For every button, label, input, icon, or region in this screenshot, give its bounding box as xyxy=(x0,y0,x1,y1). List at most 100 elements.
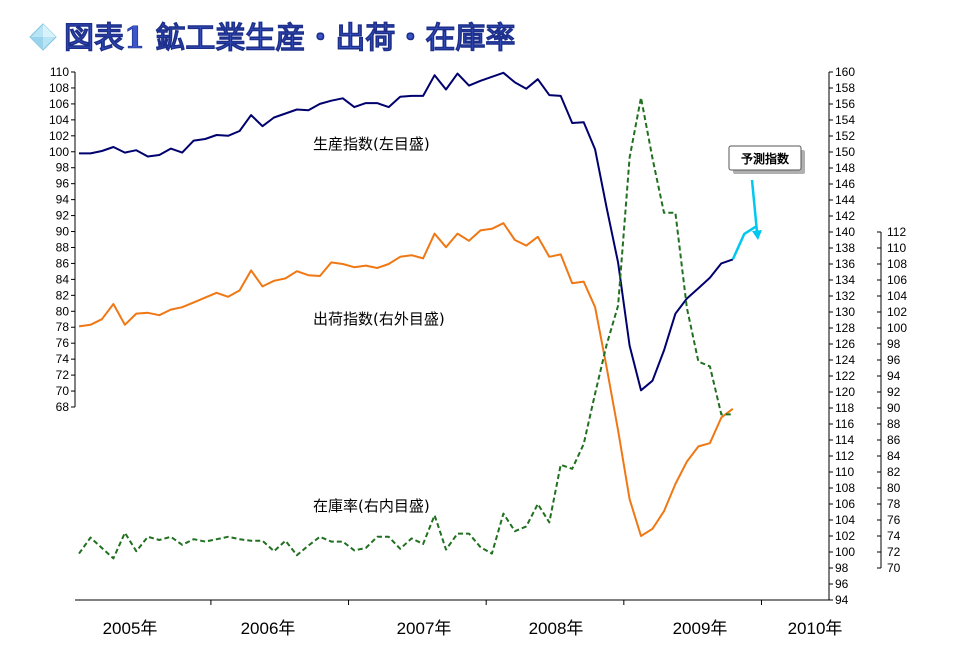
axis-tick-label: 108 xyxy=(835,481,855,495)
forecast-callout-arrow xyxy=(750,179,759,233)
axis-tick-label: 126 xyxy=(835,337,855,351)
axis-tick-label: 156 xyxy=(835,97,855,111)
axis-tick-label: 140 xyxy=(835,225,855,239)
series-layer xyxy=(78,71,757,560)
axis-tick-label: 78 xyxy=(56,320,70,334)
axis-tick-label: 154 xyxy=(835,113,855,127)
axis-tick-label: 110 xyxy=(50,65,69,79)
axis-tick-label: 138 xyxy=(835,241,855,255)
x-tick-label: 2010年 xyxy=(788,619,843,638)
shipments-series-label: 出荷指数(右外目盛) xyxy=(313,310,445,328)
axis-tick-label: 124 xyxy=(835,353,855,367)
axis-tick-label: 74 xyxy=(887,529,901,543)
axis-tick-label: 160 xyxy=(835,65,855,79)
axis-tick-label: 104 xyxy=(49,113,69,127)
forecast-callout-label: 予測指数 xyxy=(741,151,790,166)
inventory-series-line xyxy=(78,96,733,560)
axis-tick-label: 132 xyxy=(835,289,855,303)
axis-tick-label: 94 xyxy=(835,593,849,607)
axis-tick-label: 90 xyxy=(56,225,70,239)
axis-tick-label: 94 xyxy=(56,193,70,207)
axis-tick-label: 100 xyxy=(835,545,855,559)
axis-tick-label: 98 xyxy=(56,161,70,175)
axis-tick-label: 68 xyxy=(56,400,70,414)
forecast-series-line xyxy=(731,225,757,260)
axis-tick-label: 94 xyxy=(887,369,901,383)
axis-tick-label: 70 xyxy=(887,561,901,575)
x-tick-label: 2007年 xyxy=(397,619,452,638)
axis-tick-label: 104 xyxy=(887,289,907,303)
axis-tick-label: 150 xyxy=(835,145,855,159)
right-outer-axis: 94 96 98 100 102 104 106 108 110 112 114 116 118 120 1… xyxy=(828,65,855,607)
axis-tick-label: 96 xyxy=(56,177,70,191)
axis-tick-label: 98 xyxy=(835,561,849,575)
axis-tick-label: 130 xyxy=(835,305,855,319)
axis-tick-label: 100 xyxy=(887,321,907,335)
inventory-series-label: 在庫率(右内目盛) xyxy=(313,497,430,515)
axis-tick-label: 72 xyxy=(56,368,70,382)
axis-tick-label: 80 xyxy=(56,304,70,318)
axis-tick-label: 158 xyxy=(835,81,855,95)
axis-tick-label: 86 xyxy=(887,433,901,447)
x-tick-label: 2006年 xyxy=(241,619,296,638)
axis-tick-label: 70 xyxy=(56,384,70,398)
axis-tick-label: 76 xyxy=(56,336,70,350)
axis-tick-label: 110 xyxy=(887,241,906,255)
axis-tick-label: 104 xyxy=(835,513,855,527)
axis-tick-label: 136 xyxy=(835,257,855,271)
axis-tick-label: 88 xyxy=(887,417,901,431)
axis-tick-label: 80 xyxy=(887,481,901,495)
axis-tick-label: 76 xyxy=(887,513,901,527)
right-inner-axis: 70 72 74 76 78 80 82 84 86 88 90 92 94 96 98 100 102 104 1… xyxy=(877,225,907,575)
axis-tick-label: 74 xyxy=(56,352,70,366)
axis-tick-label: 92 xyxy=(887,385,901,399)
axis-tick-label: 112 xyxy=(835,449,854,463)
axis-tick-label: 134 xyxy=(835,273,855,287)
axis-tick-label: 122 xyxy=(835,369,855,383)
axis-tick-label: 148 xyxy=(835,161,855,175)
axis-tick-label: 144 xyxy=(835,193,855,207)
axis-tick-label: 128 xyxy=(835,321,855,335)
axis-tick-label: 106 xyxy=(49,97,69,111)
axis-tick-label: 84 xyxy=(887,449,901,463)
axis-tick-label: 88 xyxy=(56,240,70,254)
shipments-series-line xyxy=(78,222,734,537)
axis-tick-label: 98 xyxy=(887,337,901,351)
axis-tick-label: 96 xyxy=(887,353,901,367)
axis-tick-label: 72 xyxy=(887,545,901,559)
axis-tick-label: 84 xyxy=(56,272,70,286)
forecast-arrow-head xyxy=(752,230,762,240)
axis-tick-label: 146 xyxy=(835,177,855,191)
axis-tick-label: 96 xyxy=(835,577,849,591)
axis-tick-label: 110 xyxy=(835,465,854,479)
axis-tick-label: 120 xyxy=(835,385,855,399)
axis-tick-label: 102 xyxy=(887,305,907,319)
axis-tick-label: 106 xyxy=(835,497,855,511)
x-tick-label: 2005年 xyxy=(103,619,158,638)
chart-title-group: 図表1 鉱工業生産・出荷・在庫率 xyxy=(29,21,516,56)
axis-tick-label: 118 xyxy=(835,401,854,415)
axis-tick-label: 82 xyxy=(887,465,901,479)
axis-tick-label: 90 xyxy=(887,401,901,415)
axis-tick-label: 100 xyxy=(49,145,69,159)
axis-tick-label: 78 xyxy=(887,497,901,511)
x-tick-label: 2009年 xyxy=(673,619,728,638)
axis-tick-label: 82 xyxy=(56,288,70,302)
axis-tick-label: 102 xyxy=(835,529,855,543)
axis-tick-label: 108 xyxy=(49,81,69,95)
forecast-callout-box xyxy=(728,145,802,171)
forecast-callout: 予測指数 xyxy=(728,145,805,240)
axis-tick-label: 116 xyxy=(835,417,854,431)
axis-tick-label: 108 xyxy=(887,257,907,271)
axis-tick-label: 102 xyxy=(49,129,69,143)
axis-tick-label: 114 xyxy=(835,433,854,447)
axis-tick-label: 112 xyxy=(887,225,906,239)
production-series-line xyxy=(79,71,734,392)
chart-title: 図表1 鉱工業生産・出荷・在庫率 xyxy=(64,21,515,56)
axis-tick-label: 106 xyxy=(887,273,907,287)
axis-tick-label: 92 xyxy=(56,209,70,223)
x-tick-label: 2008年 xyxy=(529,619,584,638)
axis-tick-label: 86 xyxy=(56,256,70,270)
